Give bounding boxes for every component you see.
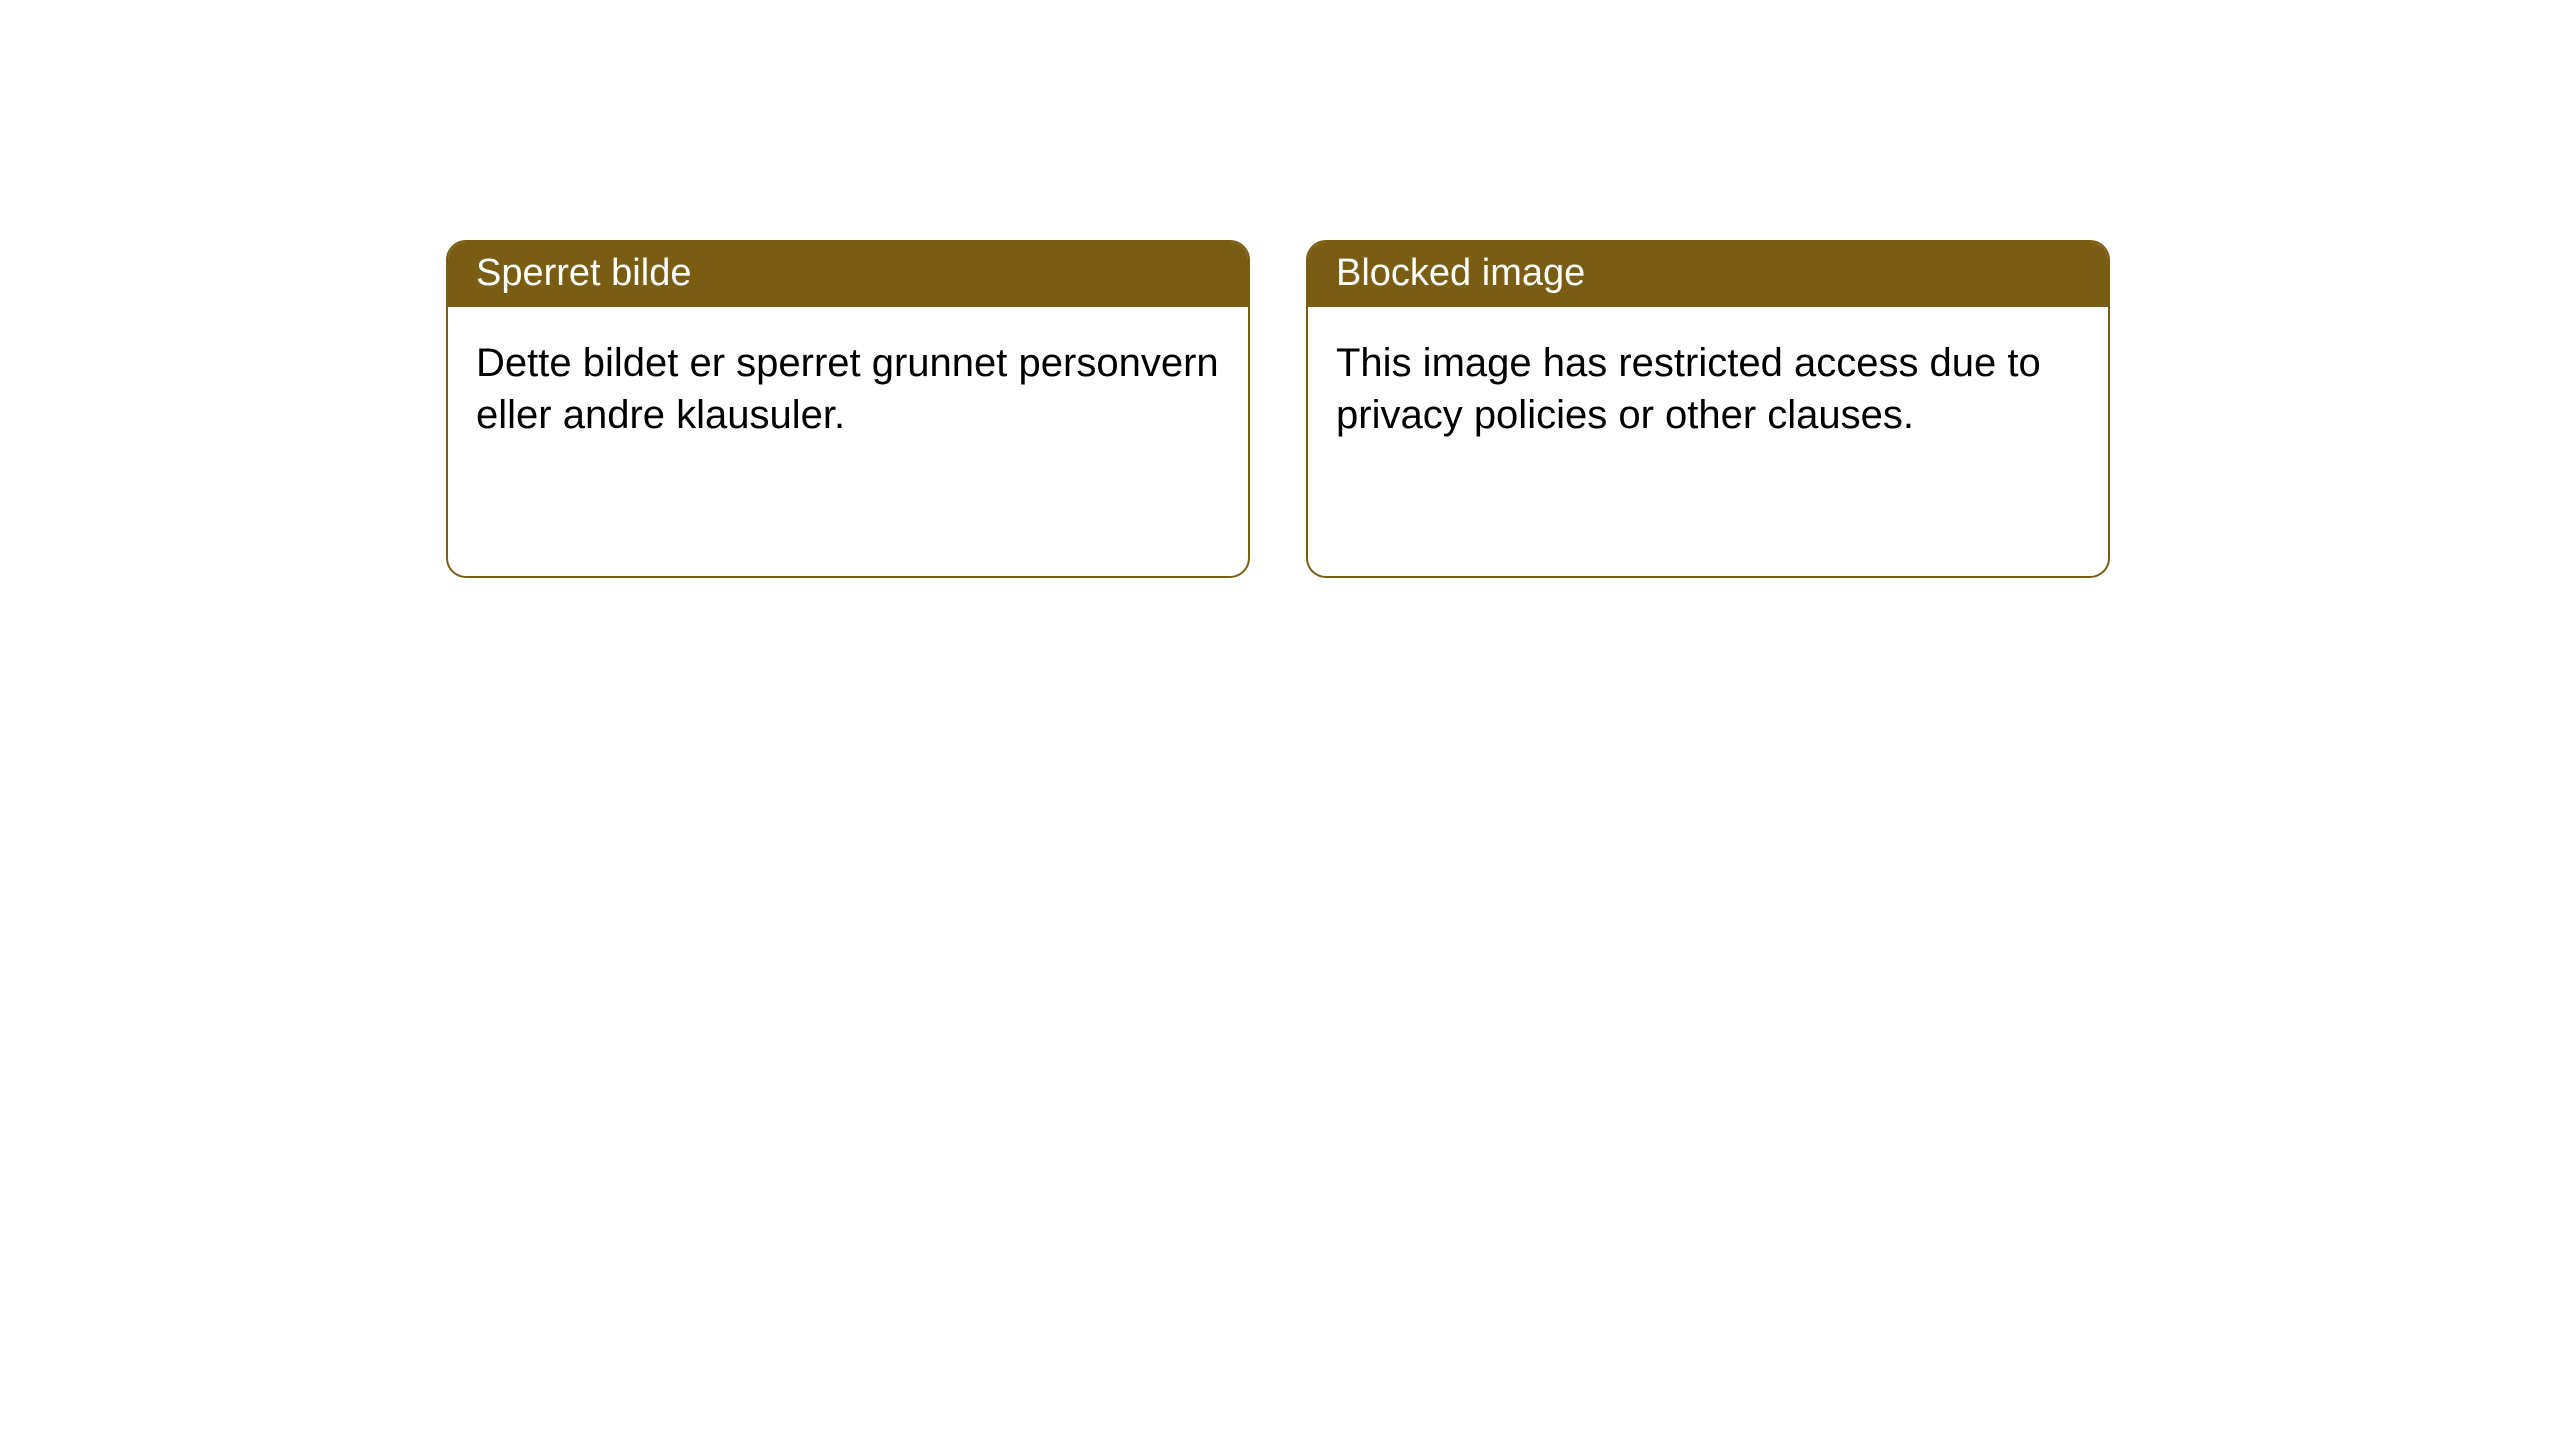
notice-card-body: Dette bildet er sperret grunnet personve… [448, 307, 1248, 471]
notice-cards-row: Sperret bilde Dette bildet er sperret gr… [0, 0, 2560, 578]
notice-card-no: Sperret bilde Dette bildet er sperret gr… [446, 240, 1250, 578]
notice-card-title: Sperret bilde [448, 242, 1248, 307]
notice-card-en: Blocked image This image has restricted … [1306, 240, 2110, 578]
notice-card-body: This image has restricted access due to … [1308, 307, 2108, 471]
notice-card-title: Blocked image [1308, 242, 2108, 307]
